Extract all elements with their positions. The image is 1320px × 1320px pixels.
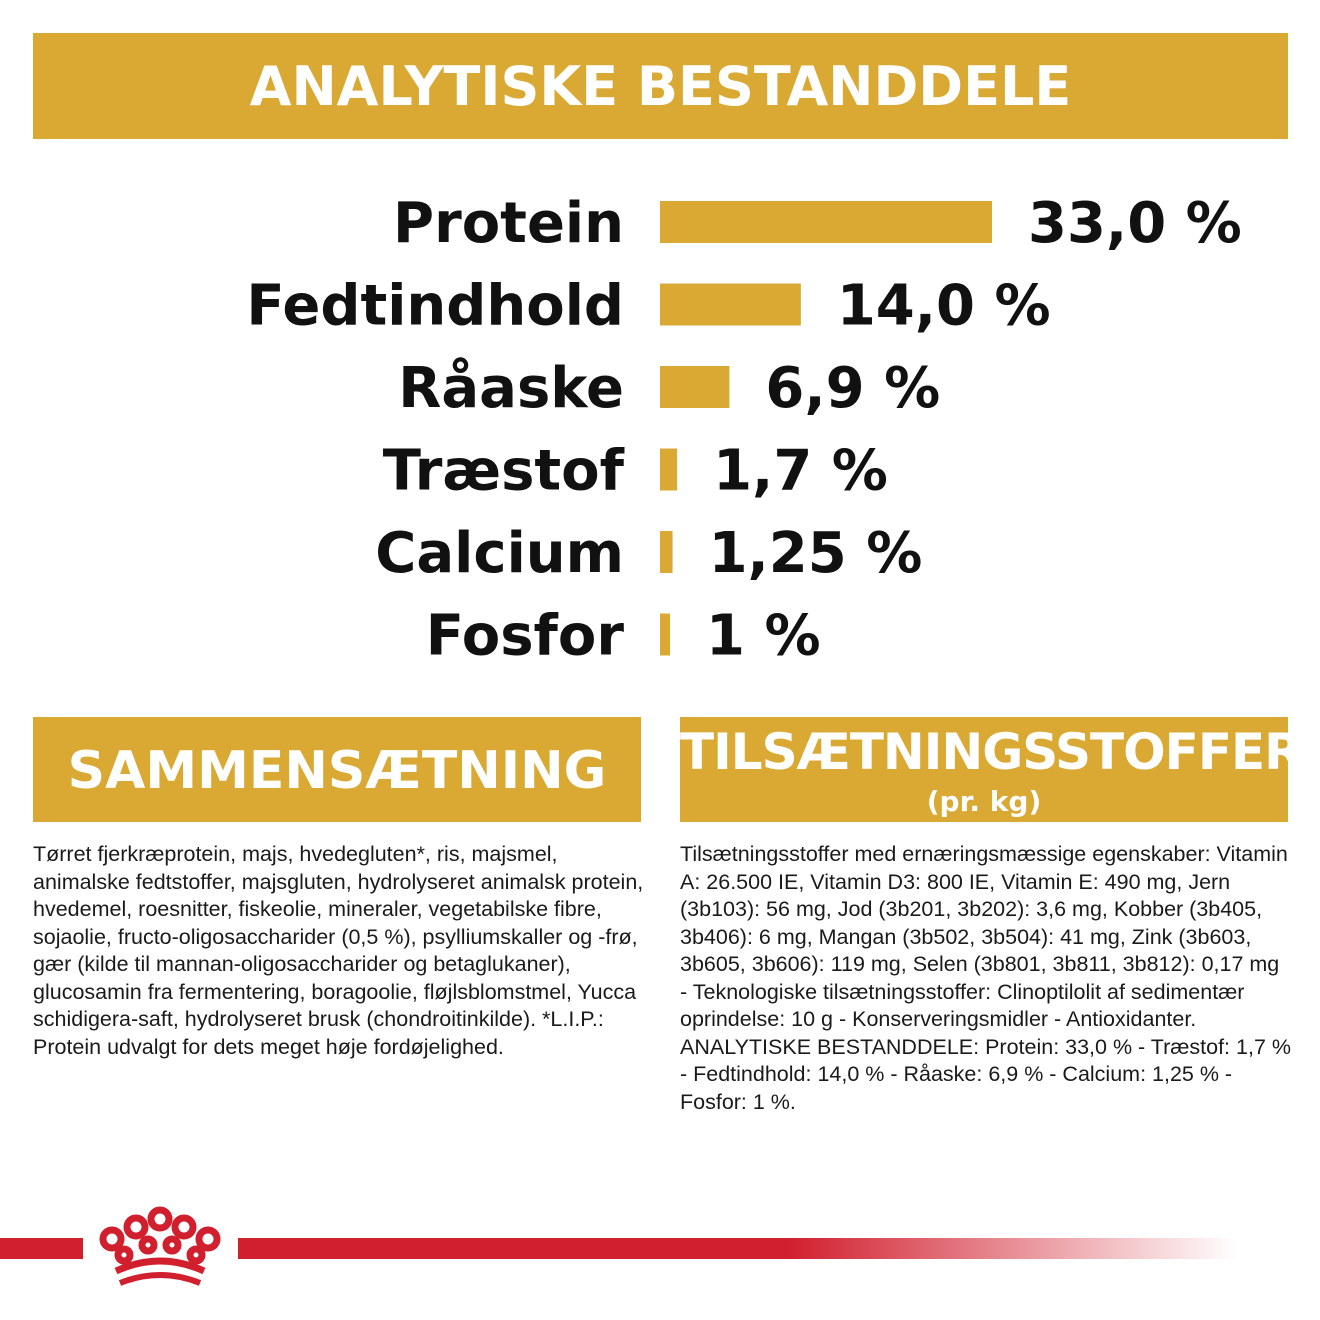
bar	[660, 613, 671, 656]
composition-text: Tørret fjerkræprotein, majs, hvedegluten…	[33, 842, 644, 1059]
page-title: ANALYTISKE BESTANDDELE	[249, 55, 1072, 118]
footer	[0, 1000, 1320, 1320]
value-label: 33,0 %	[1028, 191, 1242, 256]
header-banner: ANALYTISKE BESTANDDELE	[33, 33, 1288, 139]
value-label: 6,9 %	[765, 356, 940, 421]
category-label: Calcium	[375, 521, 624, 586]
nutrient-bar-chart: Protein 33,0 % Fedtindhold 14,0 % Råaske 6,9 …	[246, 191, 1242, 669]
category-label: Protein	[393, 191, 624, 256]
category-label: Fedtindhold	[246, 274, 624, 339]
crown-logo-icon	[99, 1206, 221, 1286]
additives-subtitle: (pr. kg)	[926, 785, 1042, 818]
value-label: 1 %	[706, 604, 821, 669]
additives-banner: TILSÆTNINGSSTOFFER (pr. kg)	[680, 717, 1303, 822]
value-label: 1,25 %	[709, 521, 923, 586]
category-label: Råaske	[398, 356, 624, 421]
value-label: 1,7 %	[713, 439, 888, 504]
additives-text: Tilsætningsstoffer med ernæringsmæssige …	[680, 842, 1291, 1114]
composition-title: SAMMENSÆTNING	[67, 741, 607, 801]
bar	[660, 283, 801, 326]
bar	[660, 366, 730, 408]
footer-line-right	[238, 1238, 1238, 1259]
bar	[660, 201, 992, 243]
category-label: Træstof	[383, 439, 625, 504]
category-label: Fosfor	[426, 604, 625, 669]
composition-banner: SAMMENSÆTNING	[33, 717, 641, 822]
value-label: 14,0 %	[837, 274, 1051, 339]
footer-line-left	[0, 1238, 83, 1259]
additives-title: TILSÆTNINGSSTOFFER	[680, 723, 1303, 781]
bar	[660, 448, 678, 491]
bar	[660, 531, 673, 573]
